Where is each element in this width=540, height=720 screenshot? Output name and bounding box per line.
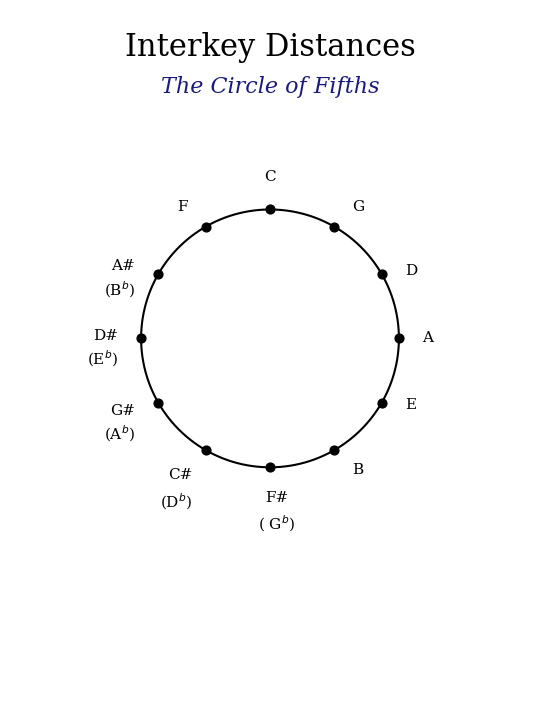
Text: F: F — [177, 200, 187, 214]
Text: D: D — [405, 264, 417, 279]
Point — [137, 333, 145, 344]
Point — [154, 397, 163, 409]
Text: (A$^b$): (A$^b$) — [104, 423, 135, 444]
Text: (E$^b$): (E$^b$) — [87, 348, 118, 369]
Point — [266, 462, 274, 473]
Point — [377, 268, 386, 279]
Point — [266, 204, 274, 215]
Point — [330, 221, 339, 233]
Point — [330, 444, 339, 456]
Text: G#: G# — [110, 404, 135, 418]
Text: (B$^b$): (B$^b$) — [104, 279, 135, 300]
Text: E: E — [405, 398, 416, 413]
Text: (D$^b$): (D$^b$) — [160, 491, 193, 512]
Text: ( G$^b$): ( G$^b$) — [258, 513, 295, 534]
Point — [201, 444, 210, 456]
Point — [377, 397, 386, 409]
Text: Interkey Distances: Interkey Distances — [125, 32, 415, 63]
Point — [201, 221, 210, 233]
Text: G: G — [353, 200, 364, 214]
Text: A: A — [422, 331, 433, 346]
Point — [154, 268, 163, 279]
Text: A#: A# — [111, 259, 135, 273]
Point — [395, 333, 403, 344]
Text: D#: D# — [93, 329, 118, 343]
Text: C: C — [264, 170, 276, 184]
Text: B: B — [353, 463, 363, 477]
Text: C#: C# — [168, 468, 193, 482]
Text: F#: F# — [265, 490, 288, 505]
Text: The Circle of Fifths: The Circle of Fifths — [161, 76, 379, 98]
